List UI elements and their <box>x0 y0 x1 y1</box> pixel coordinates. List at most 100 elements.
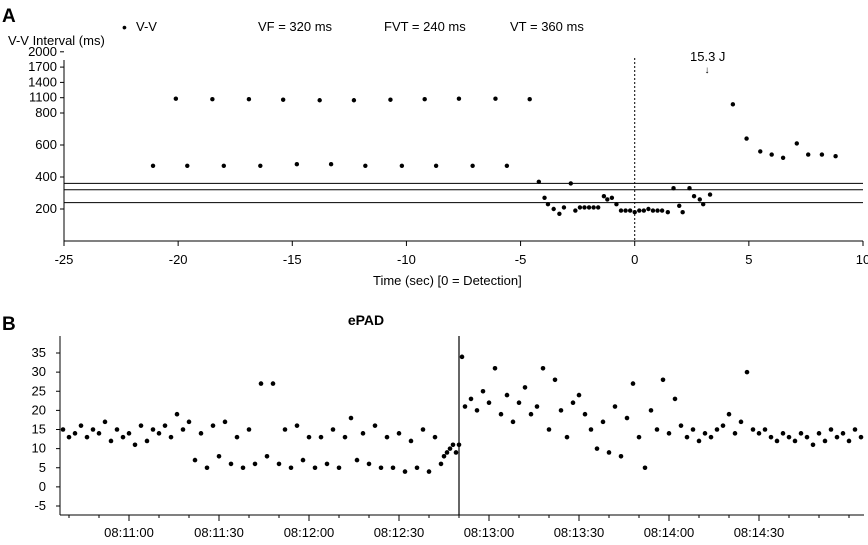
data-point-epad <box>366 461 372 467</box>
data-point-vv <box>493 96 498 101</box>
data-point-epad <box>222 419 228 425</box>
y-tick-label-a: 400 <box>35 169 57 184</box>
data-point-epad <box>576 392 582 398</box>
data-point-epad <box>150 427 156 432</box>
y-tick-label-b: 5 <box>39 460 46 475</box>
data-point-vv <box>671 186 676 191</box>
data-point-vv <box>819 152 825 157</box>
data-point-epad <box>324 461 330 467</box>
data-point-epad <box>234 434 240 440</box>
data-point-epad <box>474 408 480 413</box>
x-tick-label-b: 08:14:00 <box>644 525 695 540</box>
data-point-epad <box>72 431 78 436</box>
data-point-epad <box>66 434 72 440</box>
data-point-epad <box>510 419 516 425</box>
data-point-epad <box>252 461 258 467</box>
x-tick-label-b: 08:14:30 <box>734 525 785 540</box>
y-tick-label-b: 35 <box>32 345 46 360</box>
data-point-epad <box>840 431 846 436</box>
data-point-vv <box>173 96 179 101</box>
x-tick-label-b: 08:11:30 <box>194 525 244 540</box>
data-point-vv <box>687 186 692 191</box>
data-point-epad <box>816 431 822 436</box>
data-point-epad <box>126 431 132 436</box>
data-point-epad <box>522 385 528 390</box>
data-point-vv <box>351 98 357 103</box>
data-point-epad <box>162 423 168 428</box>
x-tick-label-b: 08:11:00 <box>104 525 154 540</box>
data-point-epad <box>420 427 426 432</box>
data-point-epad <box>774 438 780 444</box>
y-tick-label-a: 600 <box>35 137 57 152</box>
data-point-epad <box>132 442 138 448</box>
data-point-epad <box>762 427 768 432</box>
data-point-vv <box>577 205 583 210</box>
data-point-vv <box>221 163 226 168</box>
data-point-vv <box>701 202 706 207</box>
data-point-vv <box>650 208 656 213</box>
data-point-epad <box>378 465 384 471</box>
data-point-epad <box>654 427 660 432</box>
data-point-epad <box>492 366 498 371</box>
data-point-epad <box>834 434 840 440</box>
data-point-epad <box>696 438 702 444</box>
data-point-vv <box>433 163 439 168</box>
data-point-vv <box>504 163 510 168</box>
data-point-vv <box>601 194 607 199</box>
data-point-epad <box>498 411 504 417</box>
data-point-epad <box>750 427 756 432</box>
data-point-epad <box>90 427 96 432</box>
data-point-epad <box>300 457 306 463</box>
data-point-vv <box>707 192 713 197</box>
x-tick-label-b: 08:13:00 <box>464 525 515 540</box>
data-point-epad <box>108 438 114 444</box>
data-point-epad <box>666 431 672 436</box>
data-point-vv <box>794 141 799 146</box>
x-tick-label-a: 0 <box>631 252 638 267</box>
data-point-epad <box>702 431 708 436</box>
data-point-vv <box>545 202 551 207</box>
y-tick-label-b: 10 <box>32 441 46 456</box>
panel-b-label: B <box>2 314 16 335</box>
data-point-vv <box>697 197 702 202</box>
data-point-epad <box>264 453 270 459</box>
data-point-vv <box>637 208 642 213</box>
data-point-epad <box>720 423 726 428</box>
data-point-epad <box>624 415 630 421</box>
data-point-epad <box>678 423 684 428</box>
data-point-epad <box>168 434 174 440</box>
data-point-epad <box>180 427 186 432</box>
data-point-epad <box>810 442 816 448</box>
data-point-epad <box>432 434 438 440</box>
data-point-vv <box>614 202 619 207</box>
data-point-vv <box>646 206 651 212</box>
data-point-epad <box>240 465 246 471</box>
data-point-epad <box>600 419 606 425</box>
data-point-epad <box>138 423 144 428</box>
data-point-vv <box>618 208 624 213</box>
data-point-vv <box>470 163 475 168</box>
data-point-epad <box>246 427 252 432</box>
data-point-epad <box>708 434 714 440</box>
data-point-epad <box>780 431 786 436</box>
y-tick-label-a: 200 <box>35 201 57 216</box>
data-point-epad <box>450 442 456 448</box>
data-point-epad <box>270 381 276 386</box>
data-point-vv <box>677 203 682 208</box>
data-point-vv <box>246 97 252 102</box>
data-point-epad <box>84 434 90 440</box>
data-point-epad <box>348 415 354 421</box>
data-point-epad <box>486 400 492 406</box>
data-point-epad <box>354 457 360 463</box>
data-point-epad <box>732 431 738 436</box>
data-point-epad <box>96 431 102 436</box>
data-point-epad <box>102 419 108 425</box>
y-tick-label-b: 20 <box>32 402 46 417</box>
data-point-epad <box>582 411 588 417</box>
data-point-epad <box>540 366 546 371</box>
data-point-epad <box>468 396 474 402</box>
data-point-vv <box>150 163 156 168</box>
data-point-epad <box>342 434 348 440</box>
